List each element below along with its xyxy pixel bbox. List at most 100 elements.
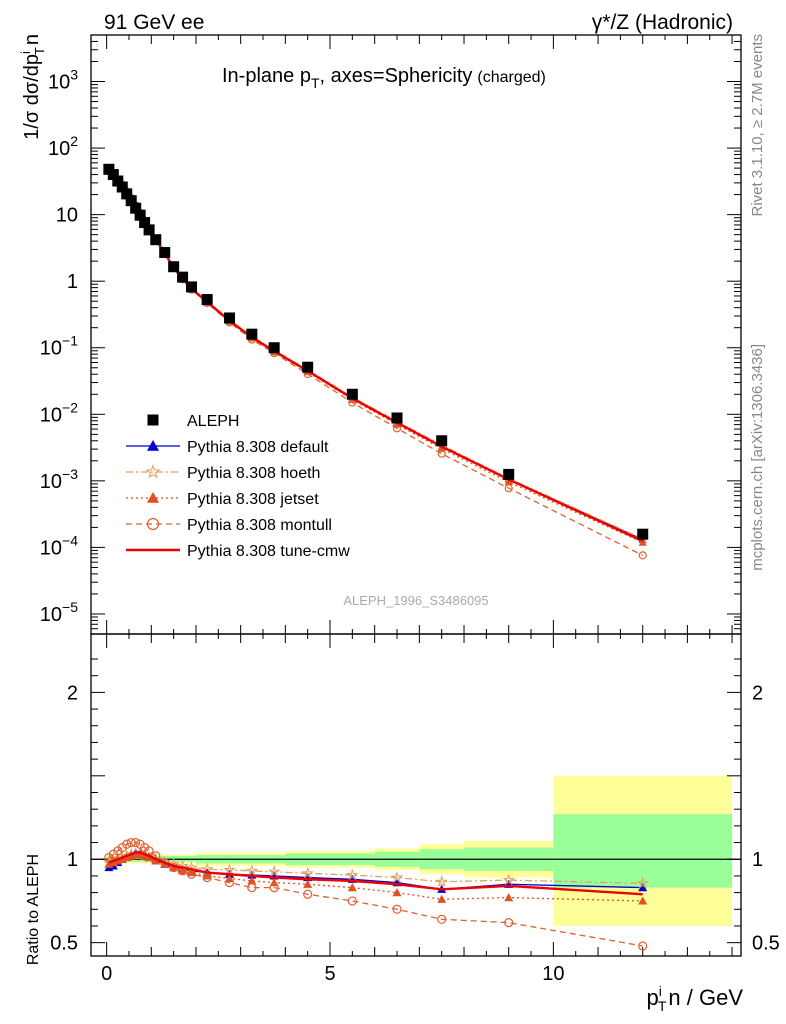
legend-label: Pythia 8.308 default (187, 439, 329, 456)
x-axis-label: pi Tn / GeV (646, 983, 743, 1014)
y-tick-label: 10−4 (40, 532, 78, 559)
ylabel-sup: i (18, 51, 33, 54)
data-marker (160, 857, 170, 868)
data-marker (502, 873, 516, 886)
y-tick-label: 10−3 (40, 466, 78, 493)
analysis-watermark: ALEPH_1996_S3486095 (343, 593, 488, 608)
series-line (108, 168, 644, 556)
data-marker (246, 328, 258, 340)
data-marker (112, 175, 124, 187)
xlabel-sup: i (659, 983, 662, 999)
data-marker (435, 875, 448, 888)
data-marker (107, 169, 119, 181)
y-tick-label: 10−2 (40, 399, 78, 426)
data-marker (302, 361, 314, 373)
data-marker (638, 538, 647, 546)
ratio-panel: 0 5 10 0.5 0.5 1 1 2 2 (50, 620, 780, 985)
y-tick-label: 102 (48, 133, 78, 160)
data-marker (347, 896, 357, 906)
y-tick-label: 1 (67, 271, 78, 293)
series-line (108, 169, 643, 544)
data-marker (186, 281, 198, 293)
data-marker (168, 261, 180, 273)
data-marker (638, 551, 647, 560)
legend-label: ALEPH (187, 413, 239, 430)
ratio-y-tick-label: 2 (67, 682, 78, 704)
ratio-y-tick-label-right: 0.5 (752, 933, 780, 955)
x-tick-label: 5 (324, 963, 335, 985)
data-marker (638, 896, 648, 905)
y-tick-label: 10 (56, 205, 78, 227)
data-marker (147, 440, 159, 451)
data-marker (159, 246, 171, 258)
main-panel: 10−5 10−4 10−3 10−2 10−1 1 10 102 103 (40, 34, 742, 635)
ratio-y-tick-label-right: 1 (752, 849, 763, 871)
data-marker (131, 837, 141, 848)
ratio-series-line (108, 841, 643, 947)
data-marker (122, 839, 132, 849)
data-marker (139, 217, 151, 229)
title-sub: T (311, 75, 320, 91)
data-marker (130, 202, 142, 214)
ratio-y-tick-label: 1 (67, 849, 78, 871)
title-small: (charged) (477, 69, 545, 86)
data-marker (147, 414, 159, 426)
data-marker (247, 882, 257, 893)
y-tick-label: 103 (48, 67, 78, 94)
data-marker (392, 424, 402, 433)
mcplots-label: mcplots.cern.ch [arXiv:1306.3436] (749, 344, 766, 571)
data-marker (346, 388, 358, 400)
x-tick-label: 0 (101, 963, 112, 985)
title-rest: , axes=Sphericity (320, 65, 473, 87)
data-marker (224, 873, 234, 883)
data-marker (267, 865, 281, 878)
legend: ALEPH Pythia 8.308 default Pythia 8.308 ho… (126, 413, 350, 560)
data-marker (224, 877, 235, 888)
data-marker (301, 866, 314, 879)
series-line (108, 169, 643, 540)
series-line (108, 170, 643, 541)
data-marker (437, 914, 447, 924)
data-marker (247, 876, 257, 885)
y-tick-label: 10−5 (40, 599, 78, 626)
data-marker (146, 517, 160, 531)
ratio-y-tick-label-right: 2 (752, 682, 763, 704)
data-marker (392, 904, 402, 914)
data-marker (134, 209, 146, 221)
data-marker (504, 477, 513, 486)
xlabel-a: p (646, 985, 658, 1010)
title-main: In-plane p (222, 65, 311, 87)
data-marker (178, 866, 188, 875)
ylabel-sub: T (32, 47, 47, 55)
data-marker (143, 224, 155, 236)
data-marker (177, 271, 189, 283)
uncertainty-band-inner (553, 814, 733, 888)
data-marker (147, 492, 159, 503)
data-marker (503, 468, 515, 480)
legend-label: Pythia 8.308 montull (187, 517, 332, 534)
data-marker (347, 883, 357, 892)
data-marker (436, 435, 448, 447)
rivet-label: Rivet 3.1.10, ≥ 2.7M events (749, 34, 766, 217)
data-marker (201, 294, 213, 306)
header-left: 91 GeV ee (104, 11, 204, 34)
data-marker (637, 528, 649, 540)
legend-label: Pythia 8.308 jetset (187, 491, 319, 508)
legend-label: Pythia 8.308 hoeth (187, 465, 320, 482)
ratio-y-label: Ratio to ALEPH (25, 854, 42, 965)
data-marker (121, 188, 133, 200)
data-marker (346, 868, 359, 881)
data-marker (303, 879, 313, 888)
data-marker (392, 888, 402, 897)
y-axis-label: 1/σ dσ/dpiTn (18, 34, 47, 140)
data-marker (145, 463, 161, 479)
ylabel-a: 1/σ dσ/dp (21, 54, 43, 140)
data-marker (268, 342, 280, 354)
data-marker (116, 181, 128, 193)
data-marker (636, 876, 650, 889)
data-marker (390, 870, 404, 883)
header-right: γ*/Z (Hadronic) (592, 11, 733, 34)
y-tick-label: 10−1 (40, 333, 78, 360)
ylabel-b: n (21, 34, 43, 45)
